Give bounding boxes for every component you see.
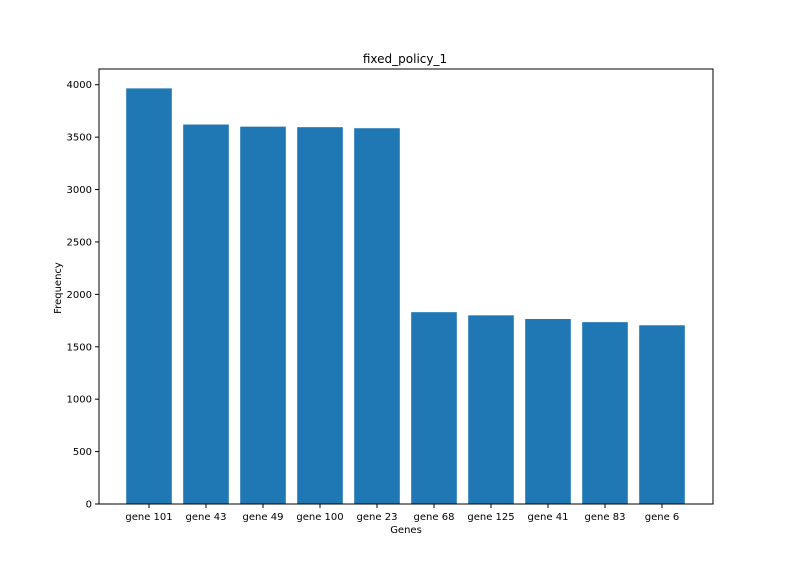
bar-gene-100 <box>297 127 343 505</box>
x-tick-label: gene 83 <box>585 512 626 523</box>
y-tick-label: 2000 <box>67 290 92 301</box>
x-tick-label: gene 100 <box>296 512 343 523</box>
y-tick-label: 500 <box>73 447 92 458</box>
x-tick-label: gene 41 <box>528 512 569 523</box>
y-tick-label: 1000 <box>67 395 92 406</box>
x-tick-label: gene 125 <box>467 512 514 523</box>
y-axis-title: Frequency <box>53 262 64 314</box>
x-tick-label: gene 101 <box>125 512 172 523</box>
y-tick-label: 0 <box>86 500 92 511</box>
x-axis-title: Genes <box>390 525 422 536</box>
y-tick-label: 2500 <box>67 237 92 248</box>
bar-gene-43 <box>183 124 229 505</box>
bar-gene-41 <box>525 318 571 504</box>
bar-gene-6 <box>639 325 685 504</box>
y-axis: 0 500 1000 1500 2000 2500 3000 3500 4000 <box>67 80 99 511</box>
bar-gene-101 <box>126 88 172 504</box>
chart-title: fixed_policy_1 <box>363 52 447 66</box>
x-tick-label: gene 23 <box>357 512 398 523</box>
bar-gene-68 <box>411 312 457 504</box>
bar-gene-83 <box>582 322 628 504</box>
bar-gene-49 <box>240 126 286 505</box>
bars-group <box>126 88 685 505</box>
x-tick-label: gene 6 <box>645 512 680 523</box>
y-tick-label: 3000 <box>67 185 92 196</box>
x-axis: gene 101 gene 43 gene 49 gene 100 gene 23 gen… <box>125 504 679 523</box>
bar-gene-23 <box>354 128 400 504</box>
y-tick-label: 3500 <box>67 133 92 144</box>
x-tick-label: gene 49 <box>243 512 284 523</box>
plot-frame <box>98 68 714 505</box>
x-tick-label: gene 68 <box>414 512 455 523</box>
y-tick-label: 4000 <box>67 80 92 91</box>
bar-gene-125 <box>468 315 514 504</box>
x-tick-label: gene 43 <box>186 512 227 523</box>
y-tick-label: 1500 <box>67 342 92 353</box>
